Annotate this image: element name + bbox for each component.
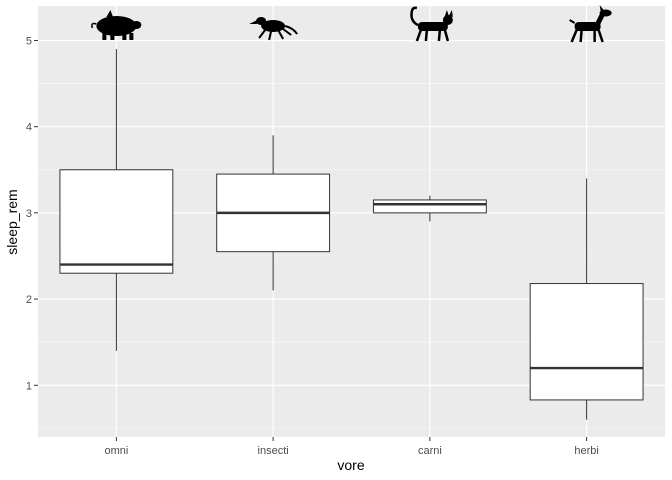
x-tick-label: herbi	[574, 445, 598, 457]
y-tick-label: 3	[26, 208, 32, 220]
x-axis: omni insecti carni herbi	[104, 437, 599, 457]
y-tick-label: 4	[26, 122, 32, 134]
insectivore-icon	[249, 17, 298, 41]
box-omni	[59, 49, 174, 351]
cat-icon	[410, 6, 453, 42]
y-tick-label: 2	[26, 294, 32, 306]
box-body	[59, 169, 174, 274]
x-tick-label: carni	[418, 445, 442, 457]
box-herbi	[529, 178, 644, 420]
pig-icon	[91, 10, 142, 40]
x-axis-title: vore	[337, 457, 364, 473]
box-carni	[372, 195, 487, 222]
y-tick-label: 1	[26, 380, 32, 392]
y-axis-title: sleep_rem	[4, 189, 20, 254]
box-series	[59, 49, 644, 420]
y-tick-label: 5	[26, 35, 32, 47]
box-body	[372, 199, 487, 214]
x-tick-label: omni	[104, 445, 128, 457]
box-body	[529, 283, 644, 401]
x-tick-label: insecti	[258, 445, 289, 457]
deer-icon	[569, 5, 612, 43]
category-icons	[91, 5, 612, 43]
box-insecti	[216, 135, 331, 291]
y-axis: 1 2 3 4 5	[26, 35, 38, 392]
